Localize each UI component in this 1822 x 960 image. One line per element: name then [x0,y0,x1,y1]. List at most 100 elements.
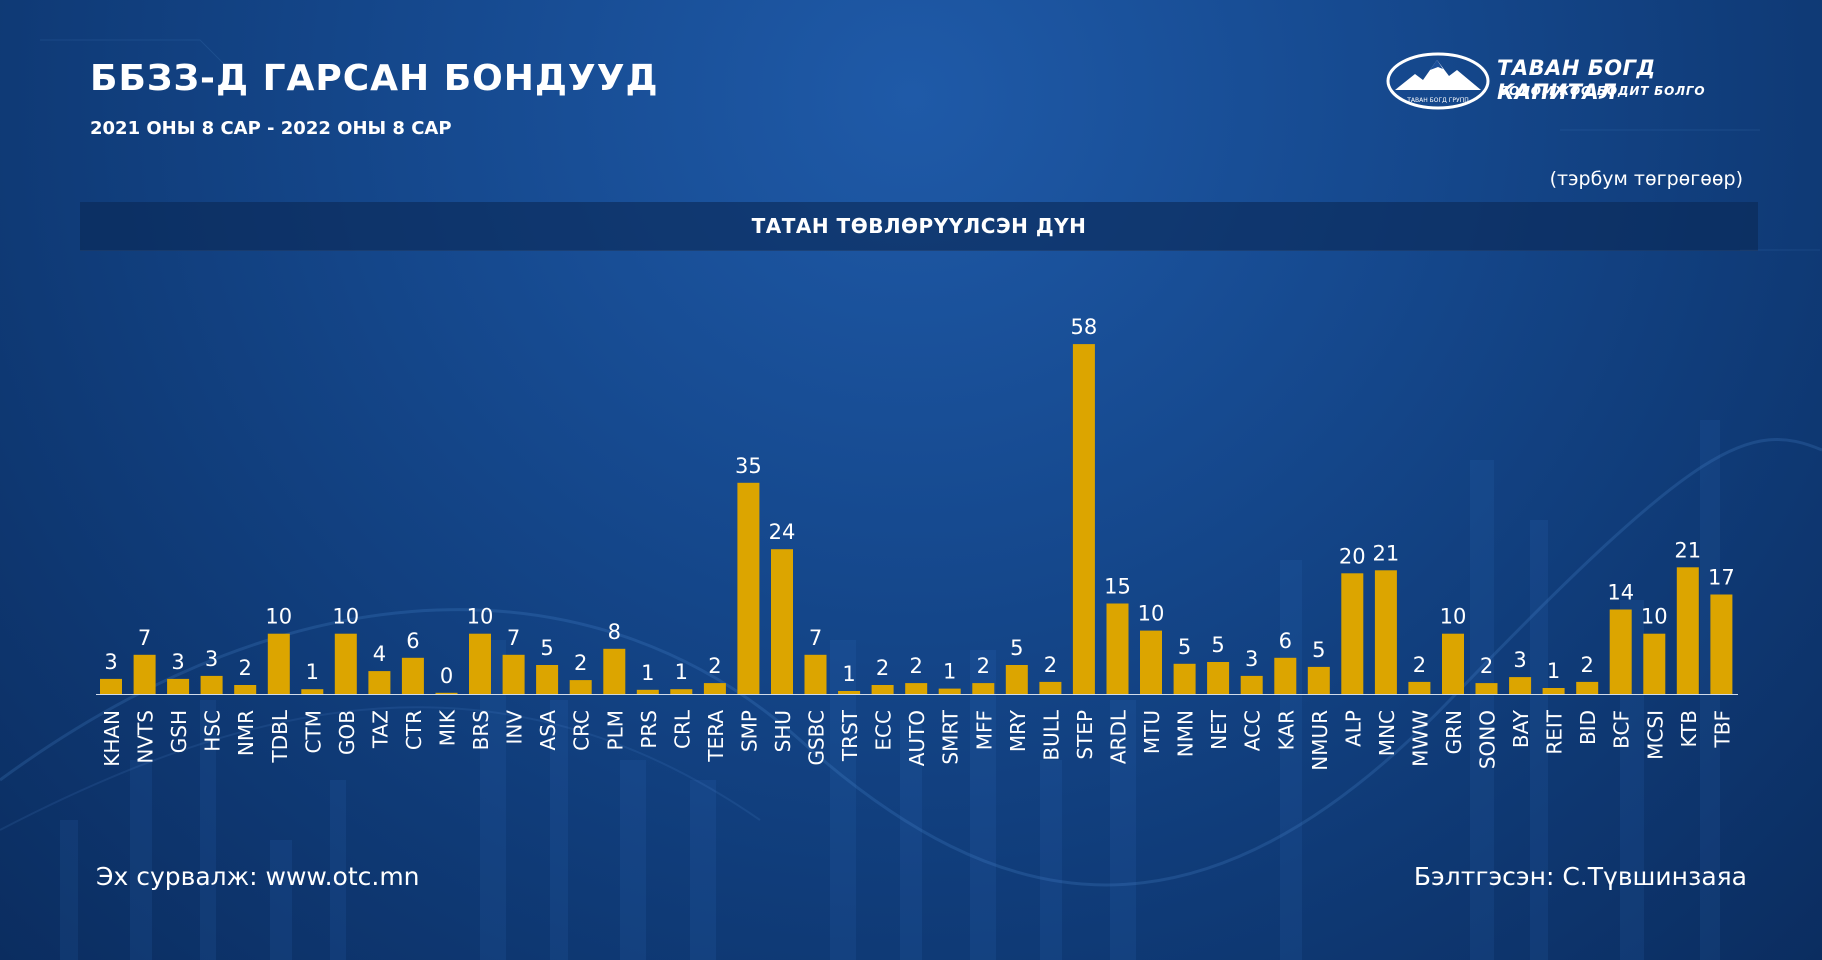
bar-tera [703,683,726,694]
x-tick-ctr: CTR [402,710,426,750]
data-label-crl: 1 [675,660,688,684]
x-tick-net: NET [1207,709,1231,750]
x-tick-tbf: TBF [1710,710,1734,748]
data-label-nvts: 7 [138,626,151,650]
x-tick-tdbl: TDBL [268,709,292,763]
data-label-mnc: 21 [1373,541,1400,565]
data-label-plm: 8 [608,620,621,644]
bar-mtu [1140,630,1162,694]
bar-bid [1576,681,1599,694]
data-label-auto: 2 [910,654,923,678]
data-label-mcsi: 10 [1641,605,1668,629]
bar-gob [334,633,357,694]
bar-mik [435,692,458,694]
x-tick-mry: MRY [1006,709,1030,752]
bar-khan [100,678,122,694]
bar-nmn [1173,663,1196,694]
mountain-logo-icon: ТАВАН БОГД ГРУПП [1386,52,1490,110]
data-label-kar: 6 [1279,629,1292,653]
data-label-mry: 5 [1010,636,1023,660]
bar-hsc [200,675,223,694]
data-label-mtu: 10 [1138,602,1165,626]
bar-nvts [133,654,156,694]
bar-mnc [1374,570,1397,694]
bar-bull [1039,681,1062,694]
logo-name: ТАВАН БОГД КАПИТАЛ [1497,56,1656,104]
bar-inv [502,654,525,694]
x-tick-grn: GRN [1442,710,1466,754]
data-label-ardl: 15 [1104,575,1131,599]
data-label-mik: 0 [440,664,453,688]
bar-grn [1442,633,1464,694]
bar-acc [1240,675,1263,694]
x-tick-asa: ASA [536,710,560,751]
x-tick-alp: ALP [1341,710,1365,747]
x-tick-acc: ACC [1241,710,1265,751]
data-label-nmur: 5 [1312,638,1325,662]
x-tick-nmn: NMN [1174,710,1198,757]
bar-smp [737,482,760,694]
bar-bcf [1609,609,1632,694]
bar-ardl [1106,603,1129,694]
x-tick-trst: TRST [838,709,862,762]
bar-ktb [1676,567,1699,694]
bar-ecc [871,685,894,695]
data-label-reit: 1 [1547,659,1560,683]
data-label-gsh: 3 [171,650,184,674]
bar-brs [469,633,491,694]
x-tick-khan: KHAN [100,710,124,767]
data-label-gsbc: 7 [809,626,822,650]
source-note: Эх сурвалж: www.otc.mn [96,862,420,891]
data-label-inv: 7 [507,626,520,650]
bar-auto [905,683,928,694]
bar-shu [771,549,793,694]
data-label-bay: 3 [1513,648,1526,672]
bar-nmr [234,685,257,695]
x-tick-bcf: BCF [1610,710,1634,749]
x-tick-mff: MFF [972,710,996,750]
data-label-hsc: 3 [205,647,218,671]
x-tick-tera: TERA [704,710,728,763]
x-tick-plm: PLM [603,710,627,750]
author-note: Бэлтгэсэн: С.Түвшинзаяа [1413,862,1747,891]
x-tick-step: STEP [1073,710,1097,760]
data-label-bull: 2 [1044,653,1057,677]
data-label-nmr: 2 [239,656,252,680]
bar-step [1072,344,1095,694]
x-tick-mnc: MNC [1375,710,1399,756]
x-tick-bay: BAY [1509,709,1533,748]
page-subtitle: 2021 ОНЫ 8 САР - 2022 ОНЫ 8 САР [90,118,452,139]
bar-nmur [1307,666,1330,694]
x-tick-hsc: HSC [201,710,225,752]
x-tick-nmur: NMUR [1308,710,1332,771]
x-tick-reit: REIT [1543,709,1567,754]
x-tick-crl: CRL [670,709,694,749]
bar-plm [603,648,626,695]
data-label-sono: 2 [1480,654,1493,678]
bar-net [1207,662,1230,694]
x-tick-kar: KAR [1274,710,1298,750]
data-label-brs: 10 [467,605,494,629]
x-tick-shu: SHU [771,710,795,752]
bar-mcsi [1643,633,1666,694]
x-tick-inv: INV [503,710,527,745]
data-label-tbf: 17 [1708,566,1735,590]
x-tick-ctm: CTM [301,710,325,753]
bar-crl [670,689,693,694]
x-tick-mik: MIK [436,709,460,746]
unit-label: (тэрбум төгрөгөөр) [1549,168,1743,190]
bar-ctm [301,689,324,694]
chart-title: ТАТАН ТӨВЛӨРҮҮЛСЭН ДҮН [751,214,1087,238]
x-tick-prs: PRS [637,710,661,749]
x-tick-gob: GOB [335,710,359,755]
x-tick-mcsi: MCSI [1643,710,1667,760]
bar-mff [972,683,995,694]
page-title: ББЗЗ-Д ГАРСАН БОНДУУД [90,58,659,99]
data-label-smrt: 1 [943,660,956,684]
data-label-prs: 1 [641,661,654,685]
x-tick-gsh: GSH [167,710,191,753]
x-tick-ecc: ECC [872,710,896,751]
bar-ctr [401,657,424,694]
x-tick-mww: MWW [1408,710,1432,767]
